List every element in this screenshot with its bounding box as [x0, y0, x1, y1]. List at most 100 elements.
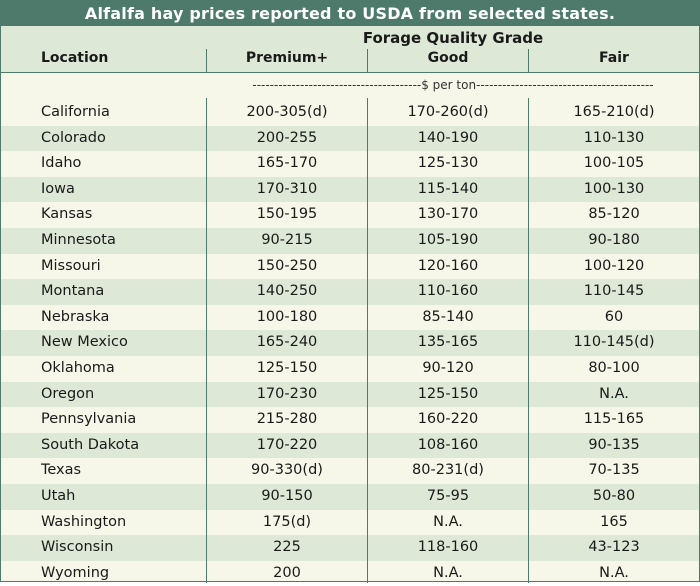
cell-good: 118-160 [417, 539, 479, 556]
cell-location: New Mexico [41, 334, 128, 351]
table-row: Washington 175(d) N.A. 165 [1, 510, 699, 536]
header-premium: Premium+ [245, 50, 329, 66]
cell-good: 108-160 [417, 436, 479, 453]
cell-fair: 110-130 [583, 129, 645, 146]
table-row: Iowa 170-310 115-140 100-130 [1, 176, 699, 203]
cell-premium: 170-310 [256, 180, 318, 197]
cell-fair: 110-145 [583, 283, 645, 300]
cell-location: Wisconsin [41, 539, 114, 556]
cell-location: Kansas [41, 206, 93, 223]
cell-good: 110-160 [417, 283, 479, 300]
cell-good: 125-150 [417, 385, 479, 402]
unit-row: ---------------------------------------$… [1, 72, 699, 99]
cell-location: Wyoming [41, 564, 110, 581]
unit-label: ---------------------------------------$… [252, 78, 654, 92]
divider-premium-good-body [367, 98, 368, 583]
table-row: South Dakota 170-220 108-160 90-135 [1, 432, 699, 459]
table-row: Kansas 150-195 130-170 85-120 [1, 202, 699, 228]
cell-fair: 165 [600, 513, 628, 530]
cell-location: Missouri [41, 257, 101, 274]
table-row: New Mexico 165-240 135-165 110-145(d) [1, 330, 699, 356]
cell-location: South Dakota [41, 436, 140, 453]
cell-location: Montana [41, 283, 105, 300]
cell-premium: 150-250 [256, 257, 318, 274]
table-title: Alfalfa hay prices reported to USDA from… [1, 1, 699, 26]
cell-fair: 100-130 [583, 180, 645, 197]
divider-premium-good [367, 49, 368, 72]
cell-fair: 70-135 [588, 462, 640, 479]
cell-good: 105-190 [417, 231, 479, 248]
table-row: Utah 90-150 75-95 50-80 [1, 483, 699, 510]
cell-location: Nebraska [41, 308, 110, 325]
table-row: Texas 90-330(d) 80-231(d) 70-135 [1, 458, 699, 484]
cell-fair: N.A. [599, 385, 629, 402]
cell-fair: 115-165 [583, 411, 645, 428]
cell-location: Pennsylvania [41, 411, 137, 428]
cell-fair: 80-100 [588, 359, 640, 376]
cell-location: Utah [41, 487, 76, 504]
cell-premium: 200 [273, 564, 301, 581]
cell-premium: 90-150 [261, 487, 313, 504]
cell-good: 140-190 [417, 129, 479, 146]
cell-fair: 85-120 [588, 206, 640, 223]
table-row: Oregon 170-230 125-150 N.A. [1, 381, 699, 408]
cell-premium: 100-180 [256, 308, 318, 325]
cell-premium: 170-230 [256, 385, 318, 402]
cell-location: Oklahoma [41, 359, 115, 376]
table-row: Colorado 200-255 140-190 110-130 [1, 125, 699, 152]
table-row: Montana 140-250 110-160 110-145 [1, 279, 699, 305]
cell-location: California [41, 104, 110, 120]
cell-location: Iowa [41, 180, 75, 197]
cell-fair: 50-80 [592, 487, 636, 504]
table-row: Missouri 150-250 120-160 100-120 [1, 254, 699, 280]
cell-good: 75-95 [426, 487, 470, 504]
cell-fair: 43-123 [588, 539, 640, 556]
cell-good: 135-165 [417, 334, 479, 351]
table-row: Pennsylvania 215-280 160-220 115-165 [1, 407, 699, 433]
cell-location: Colorado [41, 129, 106, 146]
cell-good: 120-160 [417, 257, 479, 274]
cell-location: Texas [41, 462, 82, 479]
cell-fair: 90-180 [588, 231, 640, 248]
header-fair: Fair [599, 50, 629, 66]
cell-premium: 200-255 [256, 129, 318, 146]
table-row: California 200-305(d) 170-260(d) 165-210(d) [1, 100, 699, 126]
cell-fair: 60 [604, 308, 624, 325]
cell-good: 90-120 [422, 359, 474, 376]
cell-premium: 90-215 [261, 231, 313, 248]
cell-good: 130-170 [417, 206, 479, 223]
divider-location-body [206, 98, 207, 583]
cell-fair: 100-120 [583, 257, 645, 274]
divider-good-fair [528, 49, 529, 72]
cell-good: N.A. [433, 513, 463, 530]
divider-good-fair-body [528, 98, 529, 583]
cell-good: 170-260(d) [407, 104, 489, 120]
table-row: Minnesota 90-215 105-190 90-180 [1, 227, 699, 254]
cell-good: 85-140 [422, 308, 474, 325]
header-group: Forage Quality Grade [362, 29, 544, 47]
cell-premium: 215-280 [256, 411, 318, 428]
cell-premium: 165-240 [256, 334, 318, 351]
table-row: Wisconsin 225 118-160 43-123 [1, 535, 699, 561]
cell-location: Oregon [41, 385, 95, 402]
cell-location: Washington [41, 513, 127, 530]
header-location: Location [41, 50, 109, 66]
cell-fair: 165-210(d) [573, 104, 655, 120]
table-row: Idaho 165-170 125-130 100-105 [1, 151, 699, 177]
cell-fair: N.A. [599, 564, 629, 581]
cell-good: N.A. [433, 564, 463, 581]
table-header: Location Forage Quality Grade Premium+ G… [1, 26, 699, 72]
cell-location: Minnesota [41, 231, 116, 248]
cell-fair: 90-135 [588, 436, 640, 453]
table-row: Oklahoma 125-150 90-120 80-100 [1, 356, 699, 382]
cell-premium: 175(d) [262, 513, 312, 530]
cell-good: 160-220 [417, 411, 479, 428]
cell-fair: 110-145(d) [573, 334, 655, 351]
table-body: California 200-305(d) 170-260(d) 165-210(d)… [1, 100, 699, 586]
cell-premium: 125-150 [256, 359, 318, 376]
cell-premium: 90-330(d) [251, 462, 323, 479]
cell-premium: 165-170 [256, 155, 318, 172]
cell-good: 80-231(d) [412, 462, 484, 479]
divider-location [206, 49, 207, 72]
